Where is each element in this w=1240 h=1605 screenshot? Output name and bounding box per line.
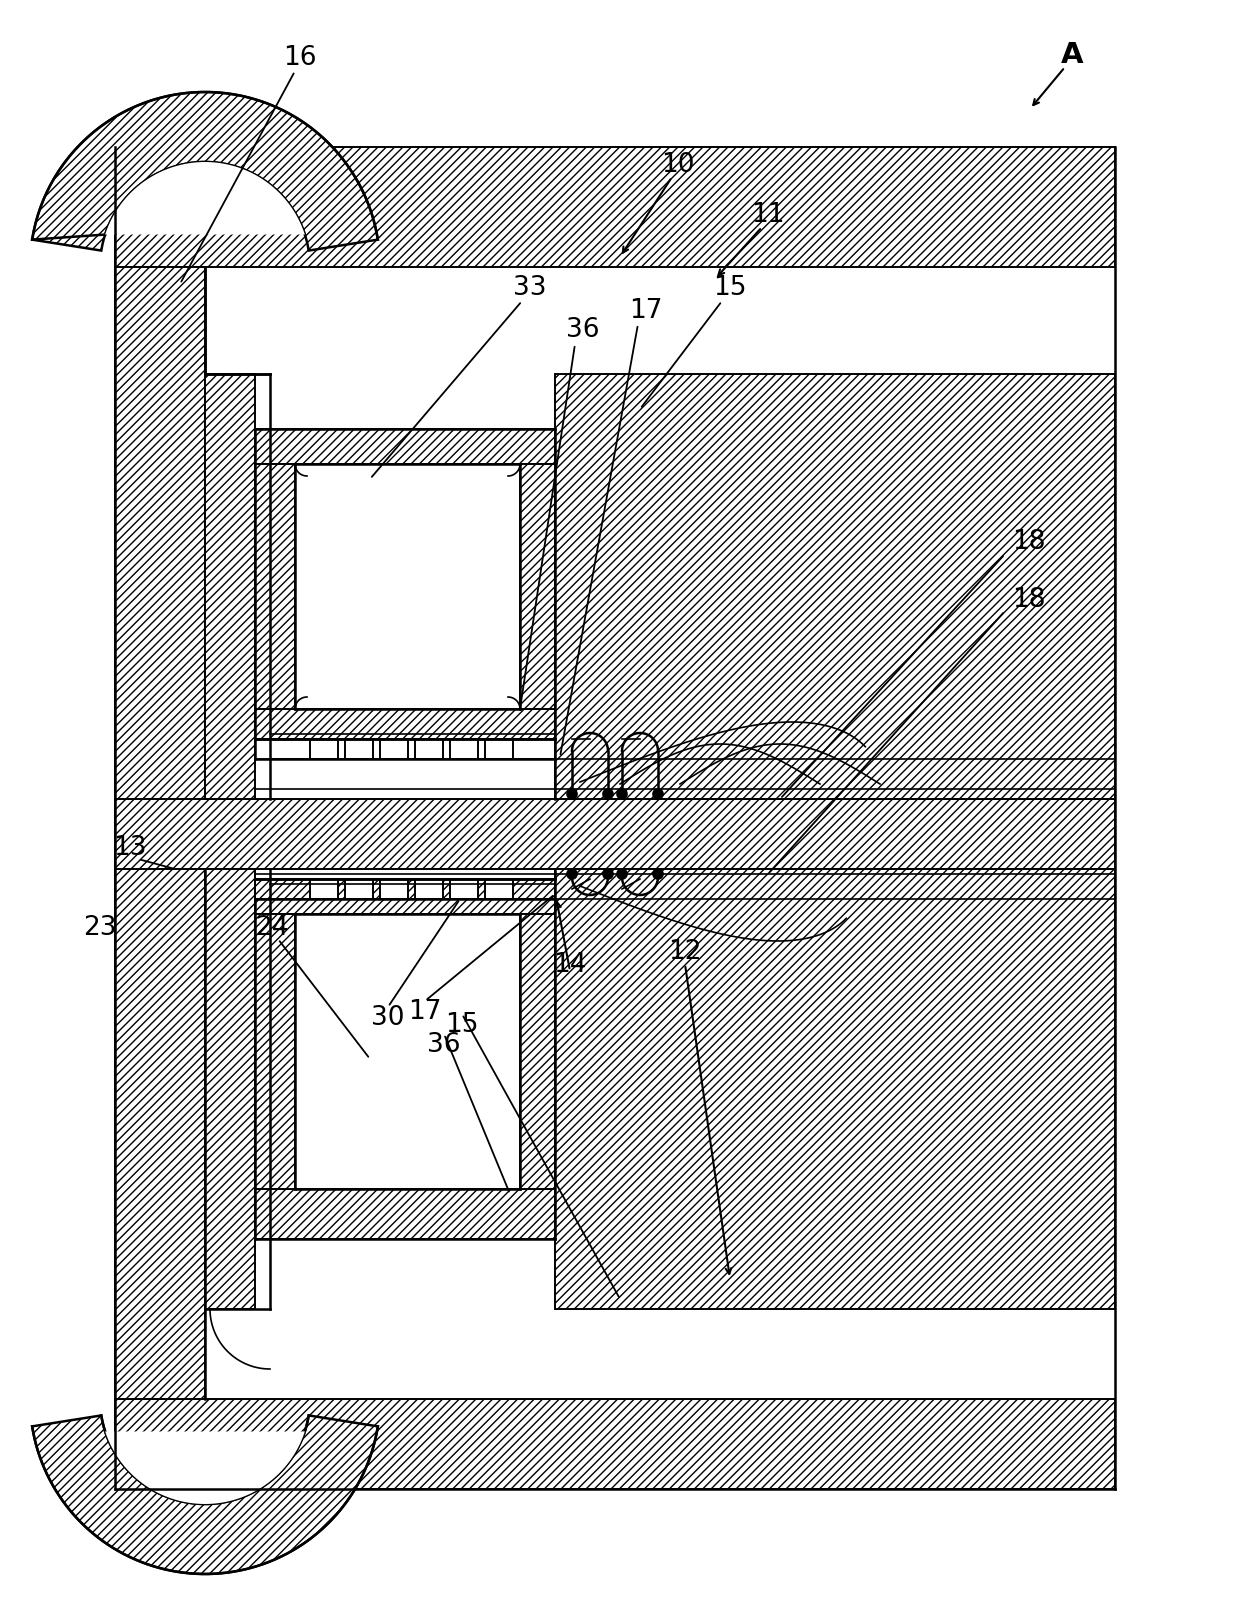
Bar — [205, 374, 255, 799]
Bar — [255, 465, 295, 709]
Circle shape — [567, 790, 577, 799]
Polygon shape — [32, 93, 378, 252]
Bar — [115, 148, 1115, 268]
Bar — [556, 374, 1115, 799]
Circle shape — [618, 790, 627, 799]
Circle shape — [603, 870, 613, 880]
Bar — [255, 915, 295, 1189]
Bar — [115, 1400, 1115, 1489]
Bar — [255, 880, 556, 915]
Bar — [255, 430, 556, 465]
Bar — [520, 465, 556, 709]
Bar — [379, 740, 408, 759]
Bar — [556, 870, 1115, 1310]
Text: 36: 36 — [567, 316, 600, 343]
Bar — [556, 870, 1115, 1310]
Text: 30: 30 — [371, 1005, 404, 1030]
Bar — [310, 880, 339, 899]
Text: 11: 11 — [751, 202, 785, 228]
Bar — [450, 880, 477, 899]
Bar — [255, 915, 295, 1189]
Bar — [310, 740, 339, 759]
Bar — [556, 374, 1115, 799]
Bar — [255, 709, 556, 740]
Bar — [205, 870, 255, 1310]
Circle shape — [603, 790, 613, 799]
Text: 10: 10 — [661, 152, 694, 178]
Text: 33: 33 — [513, 274, 547, 300]
Polygon shape — [105, 164, 305, 236]
Text: 12: 12 — [668, 939, 702, 965]
Circle shape — [618, 870, 627, 880]
Text: 18: 18 — [1012, 587, 1045, 613]
Bar — [115, 1400, 1115, 1489]
Circle shape — [653, 870, 663, 880]
Bar — [520, 915, 556, 1189]
Polygon shape — [105, 1432, 305, 1504]
Bar — [115, 799, 1115, 870]
Bar — [115, 268, 205, 1400]
Bar — [485, 880, 513, 899]
Text: 36: 36 — [428, 1032, 461, 1058]
Bar — [255, 430, 556, 465]
Text: 17: 17 — [629, 299, 662, 324]
Bar — [115, 268, 205, 1400]
Text: 15: 15 — [713, 274, 746, 300]
Bar — [255, 709, 556, 740]
Bar — [205, 374, 255, 799]
Bar — [485, 740, 513, 759]
Bar — [415, 740, 443, 759]
Bar — [255, 880, 556, 915]
Bar — [379, 880, 408, 899]
Bar — [520, 915, 556, 1189]
Bar — [255, 1189, 556, 1239]
Bar — [415, 880, 443, 899]
Text: 24: 24 — [255, 915, 289, 941]
Bar — [520, 465, 556, 709]
Circle shape — [567, 870, 577, 880]
Bar — [345, 740, 373, 759]
Bar — [255, 465, 295, 709]
Text: 18: 18 — [1012, 528, 1045, 555]
Text: 23: 23 — [83, 915, 117, 941]
Polygon shape — [32, 1416, 378, 1575]
Text: 15: 15 — [445, 1011, 479, 1037]
Bar — [115, 799, 1115, 870]
Bar — [345, 880, 373, 899]
Bar — [450, 740, 477, 759]
Text: 13: 13 — [113, 835, 146, 860]
Text: A: A — [1060, 42, 1084, 69]
Text: 16: 16 — [283, 45, 316, 71]
Circle shape — [653, 790, 663, 799]
Bar — [255, 1189, 556, 1239]
Text: 14: 14 — [553, 952, 587, 977]
Bar — [205, 870, 255, 1310]
Bar — [115, 148, 1115, 268]
Text: 17: 17 — [408, 998, 441, 1024]
